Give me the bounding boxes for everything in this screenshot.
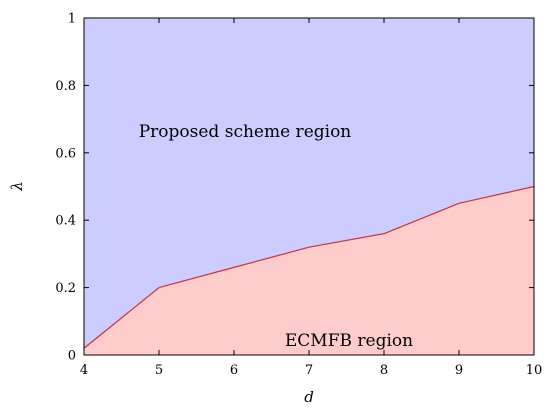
boundary-segment [308, 233, 385, 248]
y-tick-label: 0 [68, 349, 76, 364]
region-label-upper: Proposed scheme region [139, 122, 352, 142]
x-tick-label: 8 [380, 363, 388, 378]
y-tick-label: 0.8 [55, 79, 76, 94]
y-tick-label: 1 [68, 12, 76, 27]
region-label-lower: ECMFB region [285, 331, 413, 351]
boundary-segment [458, 185, 535, 204]
x-axis-label: d [304, 388, 314, 406]
x-tick-label: 6 [230, 363, 238, 378]
y-tick-label: 0.4 [55, 214, 76, 229]
x-tick-label: 10 [526, 363, 543, 378]
boundary-segment [158, 266, 235, 289]
boundary-segment [383, 202, 460, 235]
boundary-segment [233, 246, 310, 268]
boundary-segment [83, 287, 160, 349]
x-tick-label: 7 [305, 363, 313, 378]
y-tick-label: 0.6 [55, 146, 76, 161]
x-tick-label: 5 [155, 363, 163, 378]
y-tick-label: 0.2 [55, 281, 76, 296]
x-tick-label: 4 [80, 363, 88, 378]
x-tick-label: 9 [455, 363, 463, 378]
y-axis-label: λ [8, 181, 26, 192]
lower-region-fill [84, 186, 534, 355]
